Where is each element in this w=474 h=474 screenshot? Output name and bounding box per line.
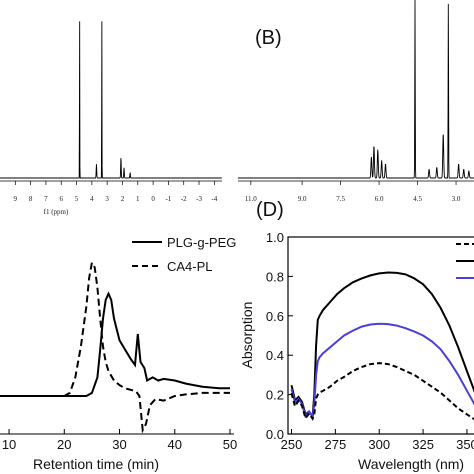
panel-c-legend: PLG-g-PEG CA4-PL bbox=[132, 235, 236, 274]
panel-a-x-tick-label: -3 bbox=[196, 195, 202, 203]
panel-a-spectrum-line bbox=[0, 21, 222, 179]
panel-a-x-axis-title: f1 (ppm) bbox=[44, 208, 69, 216]
panel-d-y-axis-title: Absorption bbox=[239, 302, 255, 369]
panel-a-x-tick-label: 0 bbox=[151, 195, 155, 203]
panel-b-x-tick-label: 6.0 bbox=[375, 195, 384, 203]
panel-d-series-2 bbox=[290, 322, 474, 420]
panel-c-x-tick-label: 40 bbox=[168, 437, 182, 452]
panel-d-series-1 bbox=[290, 271, 474, 420]
panel-d-y-tick-label: 0.2 bbox=[266, 388, 284, 403]
panel-d-legend bbox=[456, 243, 474, 279]
panel-d-y-tick-label: 0.0 bbox=[266, 427, 284, 442]
panel-c-series-ca4-pl bbox=[0, 259, 230, 434]
panel-b-x-tick-label: 3.0 bbox=[452, 195, 461, 203]
panel-d-plot-frame bbox=[287, 236, 474, 435]
panel-d-x-ticks: 250 275 300 325 350 bbox=[281, 429, 474, 452]
panel-a-x-tick-label: 3 bbox=[105, 195, 109, 203]
panel-a-x-tick-label: -4 bbox=[211, 195, 217, 203]
panel-d-x-tick-label: 325 bbox=[412, 437, 434, 452]
panel-a-x-tick-label: -2 bbox=[181, 195, 187, 203]
panel-b-x-tick-label: 11.0 bbox=[245, 195, 257, 203]
panel-b-x-ticks: 11.0 9.0 7.5 6.0 4.5 3.0 bbox=[245, 181, 461, 203]
panel-c-x-tick-label: 30 bbox=[112, 437, 126, 452]
panel-a-x-tick-label: 9 bbox=[14, 195, 18, 203]
panel-d-y-tick-label: 0.4 bbox=[266, 348, 284, 363]
panel-c-x-tick-label: 10 bbox=[2, 437, 16, 452]
panel-a-x-tick-label: 5 bbox=[75, 195, 79, 203]
panel-c-series-plg-g-peg bbox=[0, 291, 230, 397]
panel-c-x-tick-label: 20 bbox=[57, 437, 71, 452]
panel-b-spectrum-line bbox=[238, 0, 474, 179]
panel-c-x-tick-label: 50 bbox=[223, 437, 237, 452]
panel-d-y-tick-label: 0.6 bbox=[266, 309, 284, 324]
panel-a-x-tick-label: 6 bbox=[59, 195, 63, 203]
panel-a-x-tick-label: -1 bbox=[165, 195, 171, 203]
panel-d-x-tick-label: 275 bbox=[325, 437, 347, 452]
panel-a-x-ticks: 9 8 7 6 5 4 3 2 1 0 -1 -2 -3 -4 bbox=[14, 181, 218, 203]
panel-a-x-tick-label: 2 bbox=[121, 195, 125, 203]
legend-label-plg-g-peg: PLG-g-PEG bbox=[167, 235, 236, 250]
panel-c-x-ticks: 10 20 30 40 50 bbox=[2, 429, 237, 452]
panel-b-x-tick-label: 9.0 bbox=[298, 195, 307, 203]
panel-d-label: (D) bbox=[256, 199, 284, 221]
legend-label-ca4-pl: CA4-PL bbox=[167, 259, 213, 274]
panel-d-uv: (D) 250 275 300 325 350 0.0 0.2 0.4 0.6 0.8 1.0 A… bbox=[239, 199, 474, 472]
panel-a-x-tick-label: 7 bbox=[44, 195, 48, 203]
panel-d-series bbox=[290, 271, 474, 421]
panel-c-gpc: 10 20 30 40 50 Retention time (min) PLG-g-PE… bbox=[0, 235, 237, 472]
panel-d-y-tick-label: 1.0 bbox=[266, 230, 284, 245]
panel-d-y-tick-label: 0.8 bbox=[266, 269, 284, 284]
panel-a-nmr: 9 8 7 6 5 4 3 2 1 0 -1 -2 -3 -4 f1 (ppm) bbox=[0, 21, 222, 216]
panel-a-x-tick-label: 1 bbox=[136, 195, 140, 203]
panel-c-series bbox=[0, 259, 230, 434]
panel-b-x-tick-label: 4.5 bbox=[413, 195, 422, 203]
panel-d-x-axis-title: Wavelength (nm) bbox=[358, 456, 464, 472]
panel-d-x-tick-label: 350 bbox=[456, 437, 474, 452]
panel-d-x-tick-label: 300 bbox=[368, 437, 390, 452]
panel-b-nmr: (B) 11.0 9.0 7.5 6.0 4.5 3.0 bbox=[238, 0, 474, 203]
panel-b-label: (B) bbox=[255, 27, 282, 49]
panel-c-x-axis-title: Retention time (min) bbox=[33, 456, 159, 472]
panel-a-x-tick-label: 8 bbox=[29, 195, 33, 203]
panel-a-x-tick-label: 4 bbox=[90, 195, 94, 203]
panel-d-y-ticks: 0.0 0.2 0.4 0.6 0.8 1.0 bbox=[266, 230, 293, 442]
panel-d-series-3 bbox=[290, 362, 474, 421]
panel-b-x-tick-label: 7.5 bbox=[336, 195, 345, 203]
panel-d-x-tick-label: 250 bbox=[281, 437, 303, 452]
